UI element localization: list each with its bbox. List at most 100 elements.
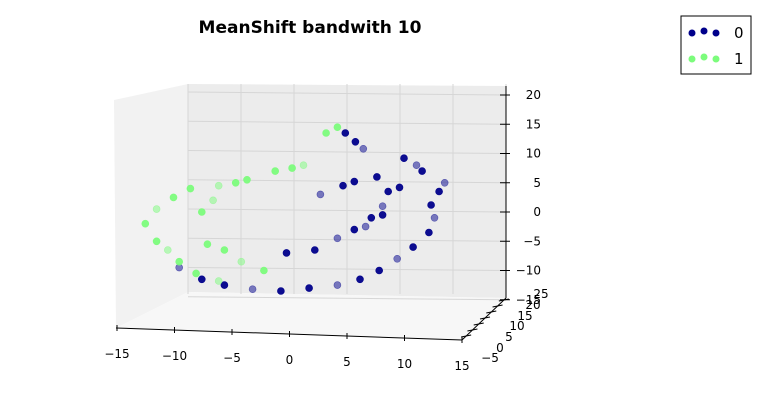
y-tick-label: 0 [496,341,504,355]
scatter-point [361,222,370,231]
legend-marker [688,29,696,37]
z-tick-label: 0 [533,205,541,219]
x-tick-label: 10 [397,357,412,371]
scatter-point [350,177,359,186]
scatter-point [418,167,426,175]
y-tick-label: 15 [517,309,532,323]
x-tick-label: −10 [162,349,187,363]
legend-marker [700,27,708,35]
scatter-point [400,154,408,162]
scatter-point [333,123,342,131]
scatter-point [271,167,280,175]
scatter-point [350,225,359,234]
scatter-point [395,183,404,192]
scatter-point [214,277,223,285]
z-tick-label: 15 [526,117,541,131]
scatter-point [339,181,347,190]
scatter-point [409,243,417,251]
legend-entry-1: 1 [688,50,744,68]
scatter-point [430,214,439,222]
scatter-point [203,240,212,248]
axes-ticks: −15 −10 −5 0 5 10 15−15−10−505101520−505101520… [104,88,548,373]
scatter-point [198,275,206,284]
side-pane [114,84,188,328]
scatter-point [356,275,364,284]
series-1 [141,123,342,285]
y-tick [461,334,472,338]
scatter-point [305,284,313,292]
legend-label: 0 [734,24,744,42]
scatter-point [333,234,342,243]
scatter-point [248,285,257,294]
scatter-point [277,287,285,295]
scatter-point [333,281,342,289]
x-tick-label: −5 [223,351,241,365]
scatter-point [316,190,325,199]
y-tick-label: 20 [525,298,540,312]
legend: 01 [680,15,752,75]
scatter-point [237,257,246,266]
scatter-point [412,161,421,169]
y-tick [498,298,509,302]
scatter-point [152,237,161,246]
y-tick [473,322,484,326]
scatter-point [231,179,240,187]
grid-line-z [187,296,507,301]
z-tick-label: 5 [533,176,541,190]
scatter-point [378,211,387,219]
y-tick-label: 25 [533,287,548,301]
x-tick-label: 5 [343,355,351,369]
scatter-point [243,176,251,184]
scatter-point [351,138,360,146]
scatter-point [169,193,178,202]
scatter-point [220,246,229,254]
y-tick [479,316,491,320]
scatter-point [393,254,402,263]
x-tick-label: −15 [104,347,129,361]
y-axis-line [461,297,507,341]
scatter-point [260,266,268,275]
scatter-point [322,129,330,137]
chart-title: MeanShift bandwith 10 [199,18,422,38]
z-tick-label: 10 [526,147,541,161]
y-tick [492,304,503,308]
legend-marker [712,55,720,63]
x-tick-label: 0 [286,353,294,367]
scatter-point [164,246,172,254]
scatter-point [282,249,291,257]
y-tick-label: 5 [505,330,513,344]
scatter-point [373,173,381,181]
scatter-point [367,214,376,222]
scatter-point [435,187,443,196]
scatter-point [359,145,368,153]
legend-box [680,15,752,75]
scatter-point [152,205,161,213]
scatter-point [310,246,319,254]
legend-label: 1 [734,50,744,68]
scatter-point [175,257,183,266]
z-tick-label: 20 [526,88,541,102]
scatter-point [141,219,150,228]
scatter-point [299,161,308,169]
scatter-point [384,187,393,196]
scatter-point [192,269,200,278]
x-tick-label: 15 [454,359,469,373]
scatter-point [375,266,384,275]
scatter-point [198,208,206,216]
y-tick [467,328,478,332]
scatter-point [288,164,296,172]
scatter-point [341,129,350,137]
floor-pane [116,292,506,340]
scatter-points [141,123,449,295]
scatter-point [186,184,195,193]
scatter-point [378,202,387,210]
z-tick-label: −10 [516,264,541,278]
series-0 [175,129,449,295]
scatter-point [214,181,223,190]
legend-marker [700,53,708,61]
scatter-point [440,179,449,187]
scatter-point [209,196,217,205]
y-tick [486,310,497,314]
scatter-point [425,228,433,237]
